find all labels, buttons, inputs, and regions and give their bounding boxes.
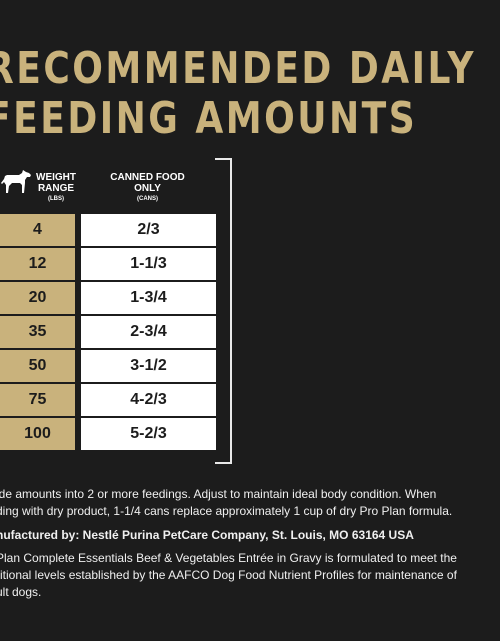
weight-cell: 35: [0, 316, 75, 348]
aafco-note-line-2: ritional levels established by the AAFCO…: [0, 568, 457, 582]
title-line-2: FEEDING AMOUNTS: [0, 93, 418, 144]
feeding-note-line-1: ide amounts into 2 or more feedings. Adj…: [0, 487, 437, 501]
canned-food-header: CANNED FOOD ONLY (CANS): [100, 172, 195, 205]
cans-cell: 4-2/3: [81, 384, 216, 416]
cans-cell: 1-3/4: [81, 282, 216, 314]
weight-cell: 100: [0, 418, 75, 450]
aafco-note-line-1: Plan Complete Essentials Beef & Vegetabl…: [0, 551, 457, 565]
table-bracket: [215, 158, 232, 464]
aafco-note-line-3: ult dogs.: [0, 585, 42, 599]
feeding-note-line-2: ding with dry product, 1-1/4 cans replac…: [0, 504, 453, 518]
weight-cell: 75: [0, 384, 75, 416]
cans-cell: 5-2/3: [81, 418, 216, 450]
cans-cell: 2/3: [81, 214, 216, 246]
canned-unit-label: (CANS): [137, 196, 158, 202]
weight-range-header: WEIGHT RANGE (LBS): [26, 172, 86, 205]
cans-cell: 3-1/2: [81, 350, 216, 382]
weight-cell: 4: [0, 214, 75, 246]
weight-cell: 20: [0, 282, 75, 314]
weight-range-label: WEIGHT RANGE: [36, 172, 76, 194]
dog-icon: [1, 170, 31, 193]
manufacturer-note: nufactured by: Nestlé Purina PetCare Com…: [0, 528, 414, 542]
cans-cell: 2-3/4: [81, 316, 216, 348]
weight-cell: 50: [0, 350, 75, 382]
canned-food-label: CANNED FOOD ONLY: [110, 172, 185, 194]
weight-unit-label: (LBS): [48, 196, 64, 202]
page-title: RECOMMENDED DAILY FEEDING AMOUNTS: [0, 43, 476, 144]
weight-cell: 12: [0, 248, 75, 280]
title-line-1: RECOMMENDED DAILY: [0, 43, 476, 94]
cans-cell: 1-1/3: [81, 248, 216, 280]
